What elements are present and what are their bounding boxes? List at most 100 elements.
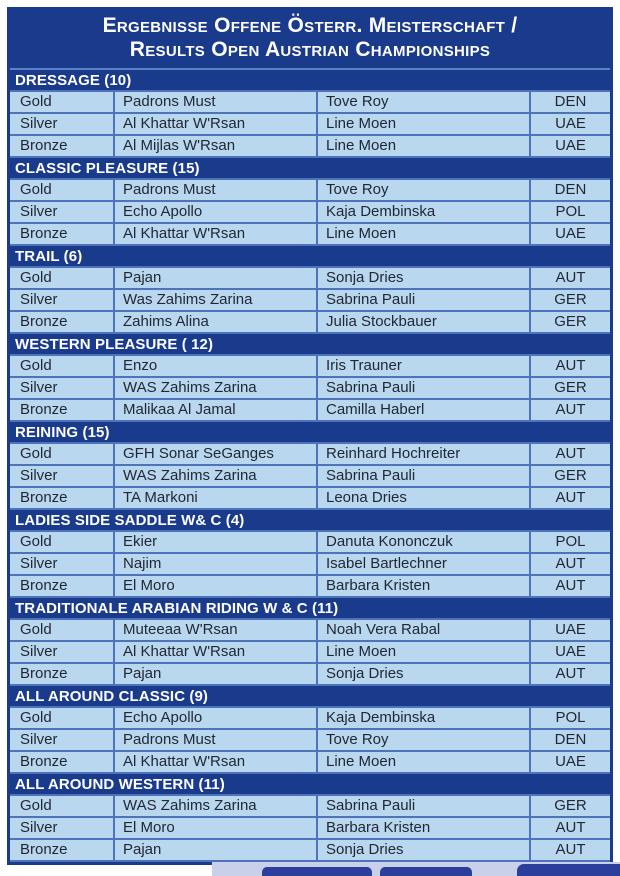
cell-horse: Padrons Must — [115, 180, 316, 200]
cell-horse: Al Khattar W'Rsan — [115, 752, 316, 772]
cell-rider: Sonja Dries — [318, 268, 529, 288]
cell-horse: Al Mijlas W'Rsan — [115, 136, 316, 156]
cell-medal: Silver — [10, 818, 113, 838]
cell-horse: Muteeaa W'Rsan — [115, 620, 316, 640]
cell-medal: Silver — [10, 290, 113, 310]
section-header: CLASSIC PLEASURE (15) — [10, 158, 610, 178]
cell-country: AUT — [531, 818, 610, 838]
cell-horse: TA Markoni — [115, 488, 316, 508]
table-title: Ergebnisse Offene Österr. Meisterschaft … — [10, 10, 610, 70]
cell-horse: Zahims Alina — [115, 312, 316, 332]
cell-horse: Al Khattar W'Rsan — [115, 224, 316, 244]
cell-rider: Camilla Haberl — [318, 400, 529, 420]
cell-horse: Al Khattar W'Rsan — [115, 114, 316, 134]
cell-horse: WAS Zahims Zarina — [115, 466, 316, 486]
cell-medal: Bronze — [10, 400, 113, 420]
section-header: REINING (15) — [10, 422, 610, 442]
cell-rider: Tove Roy — [318, 180, 529, 200]
section-rows: Gold WAS Zahims Zarina Sabrina Pauli GER Sil… — [10, 794, 610, 862]
section-rows: Gold Padrons Must Tove Roy DEN Silver Al Khat… — [10, 90, 610, 158]
cell-horse: El Moro — [115, 576, 316, 596]
cell-rider: Sabrina Pauli — [318, 378, 529, 398]
cell-medal: Silver — [10, 466, 113, 486]
cell-country: GER — [531, 796, 610, 816]
cell-medal: Silver — [10, 554, 113, 574]
cell-country: POL — [531, 532, 610, 552]
cell-country: UAE — [531, 224, 610, 244]
cell-medal: Gold — [10, 444, 113, 464]
cell-country: UAE — [531, 620, 610, 640]
cell-medal: Bronze — [10, 224, 113, 244]
cell-medal: Gold — [10, 356, 113, 376]
cell-horse: Pajan — [115, 840, 316, 860]
cell-medal: Silver — [10, 730, 113, 750]
cell-medal: Silver — [10, 642, 113, 662]
cell-medal: Bronze — [10, 840, 113, 860]
cell-medal: Gold — [10, 180, 113, 200]
section-header: DRESSAGE (10) — [10, 70, 610, 90]
cell-country: DEN — [531, 180, 610, 200]
cell-country: AUT — [531, 444, 610, 464]
cell-horse: Malikaa Al Jamal — [115, 400, 316, 420]
cell-country: AUT — [531, 400, 610, 420]
cell-horse: Pajan — [115, 268, 316, 288]
cell-country: AUT — [531, 664, 610, 684]
cell-medal: Silver — [10, 378, 113, 398]
cell-rider: Tove Roy — [318, 92, 529, 112]
cell-horse: Padrons Must — [115, 92, 316, 112]
section-header: ALL AROUND CLASSIC (9) — [10, 686, 610, 706]
cell-horse: El Moro — [115, 818, 316, 838]
cell-rider: Line Moen — [318, 114, 529, 134]
cell-rider: Isabel Bartlechner — [318, 554, 529, 574]
cell-rider: Kaja Dembinska — [318, 202, 529, 222]
cell-horse: Najim — [115, 554, 316, 574]
cell-country: UAE — [531, 114, 610, 134]
section-rows: Gold Echo Apollo Kaja Dembinska POL Silver Pa… — [10, 706, 610, 774]
cell-country: AUT — [531, 356, 610, 376]
cell-country: AUT — [531, 268, 610, 288]
cell-medal: Bronze — [10, 752, 113, 772]
cell-country: GER — [531, 312, 610, 332]
section-rows: Gold Muteeaa W'Rsan Noah Vera Rabal UAE Silv… — [10, 618, 610, 686]
cell-horse: Was Zahims Zarina — [115, 290, 316, 310]
cell-country: POL — [531, 708, 610, 728]
cell-rider: Line Moen — [318, 642, 529, 662]
section-header: ALL AROUND WESTERN (11) — [10, 774, 610, 794]
cell-rider: Leona Dries — [318, 488, 529, 508]
cell-horse: Enzo — [115, 356, 316, 376]
title-line-german: Ergebnisse Offene Österr. Meisterschaft … — [102, 14, 518, 37]
section-rows: Gold Pajan Sonja Dries AUT Silver Was Zahims … — [10, 266, 610, 334]
title-line-english: Results Open Austrian Championships — [129, 38, 491, 61]
cell-medal: Bronze — [10, 664, 113, 684]
cell-medal: Bronze — [10, 312, 113, 332]
cell-medal: Gold — [10, 708, 113, 728]
cell-country: AUT — [531, 840, 610, 860]
cell-rider: Tove Roy — [318, 730, 529, 750]
cell-country: AUT — [531, 488, 610, 508]
cell-horse: GFH Sonar SeGanges — [115, 444, 316, 464]
section-rows: Gold Enzo Iris Trauner AUT Silver WAS Zahims … — [10, 354, 610, 422]
cell-rider: Line Moen — [318, 752, 529, 772]
section-header: TRADITIONALE ARABIAN RIDING W & C (11) — [10, 598, 610, 618]
cell-rider: Line Moen — [318, 224, 529, 244]
cell-medal: Bronze — [10, 576, 113, 596]
cell-rider: Sonja Dries — [318, 664, 529, 684]
cell-horse: Ekier — [115, 532, 316, 552]
cell-horse: Al Khattar W'Rsan — [115, 642, 316, 662]
section-header: WESTERN PLEASURE ( 12) — [10, 334, 610, 354]
cell-medal: Gold — [10, 268, 113, 288]
cell-rider: Iris Trauner — [318, 356, 529, 376]
cell-country: UAE — [531, 752, 610, 772]
cell-country: AUT — [531, 576, 610, 596]
cell-country: AUT — [531, 554, 610, 574]
cell-rider: Line Moen — [318, 136, 529, 156]
cell-medal: Silver — [10, 114, 113, 134]
cell-medal: Gold — [10, 532, 113, 552]
cell-medal: Gold — [10, 620, 113, 640]
cell-horse: Echo Apollo — [115, 708, 316, 728]
section-rows: Gold Padrons Must Tove Roy DEN Silver Echo Ap… — [10, 178, 610, 246]
cell-country: GER — [531, 466, 610, 486]
cell-country: GER — [531, 290, 610, 310]
cell-rider: Sabrina Pauli — [318, 466, 529, 486]
cell-country: DEN — [531, 730, 610, 750]
